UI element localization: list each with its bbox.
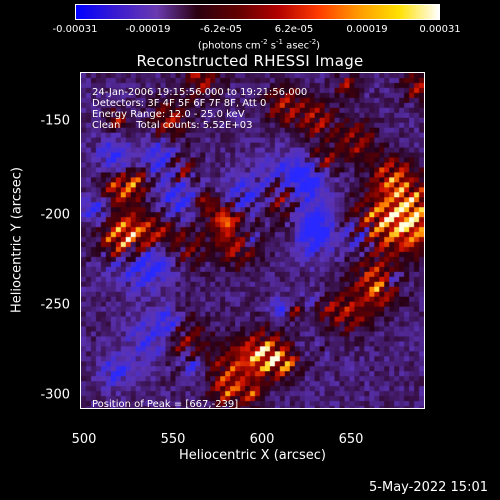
y-tick-label: -250 — [40, 297, 70, 313]
y-axis-label: Heliocentric Y (arcsec) — [9, 167, 25, 313]
plot-title: Reconstructed RHESSI Image — [136, 52, 364, 70]
annotation-detectors: Detectors: 3F 4F 5F 6F 7F 8F, Att 0 — [92, 98, 267, 109]
colorbar-tick: -0.00031 — [52, 24, 98, 35]
colorbar-units: (photons cm-2 s-1 asec-2) — [197, 38, 321, 52]
x-tick-label: 600 — [249, 432, 275, 447]
annotation-counts: Clean Total counts: 5.52E+03 — [92, 120, 253, 131]
colorbar-tick: 0.00019 — [346, 24, 388, 35]
colorbar-tick: -0.00019 — [125, 24, 171, 35]
y-tick-label: -300 — [40, 387, 70, 403]
x-axis-label: Heliocentric X (arcsec) — [179, 448, 326, 463]
annotation-time: 24-Jan-2006 19:15:56.000 to 19:21:56.000 — [92, 87, 308, 98]
annotation-energy: Energy Range: 12.0 - 25.0 keV — [92, 109, 245, 120]
y-tick-label: -200 — [40, 207, 70, 223]
colorbar-tick: 0.00031 — [419, 24, 461, 35]
heatmap-image — [81, 73, 424, 408]
x-tick-label: 550 — [160, 432, 186, 447]
x-tick-label: 650 — [338, 432, 364, 447]
x-tick-label: 500 — [71, 432, 97, 447]
image-plot: 24-Jan-2006 19:15:56.000 to 19:21:56.000… — [80, 72, 425, 409]
timestamp: 5-May-2022 15:01 — [369, 480, 488, 495]
y-tick-label: -150 — [40, 113, 70, 129]
annotation-peak: Position of Peak = [667,-239] — [92, 399, 239, 409]
colorbar — [75, 4, 440, 20]
colorbar-tick: -6.2e-05 — [200, 24, 242, 35]
colorbar-tick: 6.2e-05 — [274, 24, 314, 35]
